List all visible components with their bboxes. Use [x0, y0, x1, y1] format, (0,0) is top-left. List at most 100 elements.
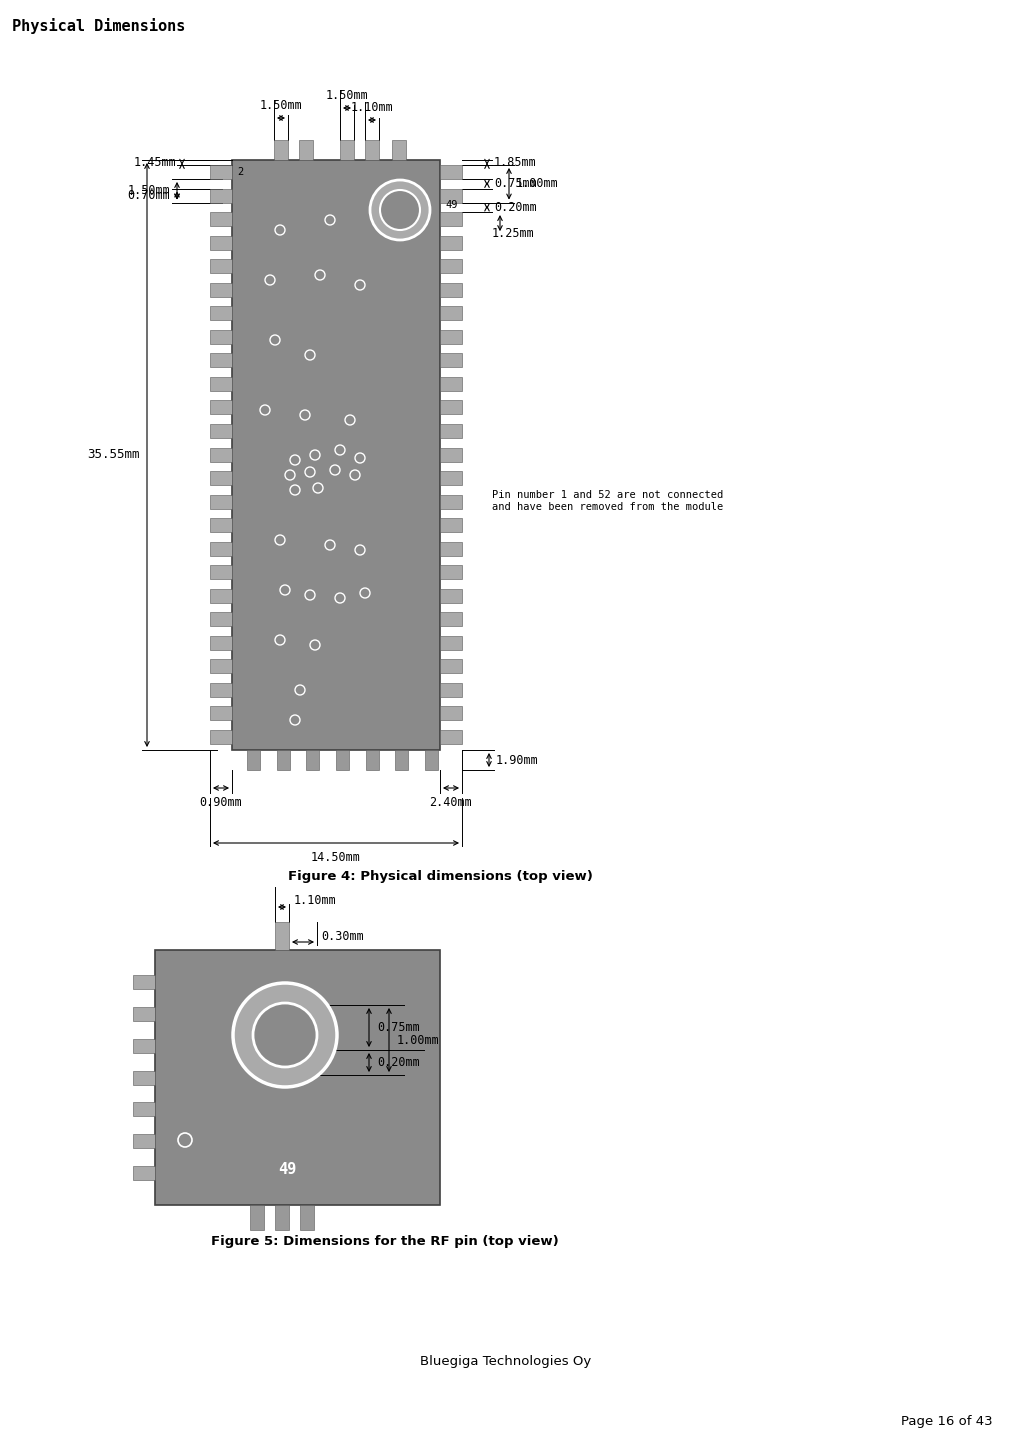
Text: Bluegiga Technologies Oy: Bluegiga Technologies Oy: [420, 1355, 592, 1368]
Bar: [275, 922, 289, 950]
Bar: [440, 448, 462, 461]
Bar: [336, 749, 349, 770]
Bar: [210, 236, 232, 250]
Bar: [210, 471, 232, 485]
Bar: [133, 1135, 155, 1148]
Circle shape: [370, 180, 430, 240]
Bar: [210, 330, 232, 343]
Bar: [440, 471, 462, 485]
Bar: [440, 259, 462, 274]
Bar: [277, 749, 290, 770]
Text: Page 16 of 43: Page 16 of 43: [902, 1416, 993, 1427]
Text: Pin number 1 and 52 are not connected
and have been removed from the module: Pin number 1 and 52 are not connected an…: [492, 490, 723, 512]
Text: 1.10mm: 1.10mm: [350, 100, 393, 113]
Bar: [155, 950, 440, 1205]
Text: 1.25mm: 1.25mm: [492, 227, 535, 240]
Bar: [440, 682, 462, 697]
Bar: [440, 659, 462, 674]
Text: 1.45mm: 1.45mm: [134, 156, 176, 169]
Bar: [440, 730, 462, 744]
Circle shape: [233, 984, 337, 1087]
Bar: [210, 707, 232, 720]
Text: 1.50mm: 1.50mm: [325, 89, 369, 102]
Bar: [133, 1007, 155, 1021]
Text: 0.70mm: 0.70mm: [128, 189, 170, 202]
Text: 0.20mm: 0.20mm: [494, 201, 537, 214]
Text: 1.10mm: 1.10mm: [294, 893, 336, 906]
Text: 1.50mm: 1.50mm: [259, 99, 302, 112]
Bar: [440, 613, 462, 626]
Text: 14.50mm: 14.50mm: [311, 851, 361, 864]
Bar: [440, 707, 462, 720]
Bar: [440, 306, 462, 320]
Text: 1.50mm: 1.50mm: [128, 185, 170, 198]
Text: Figure 4: Physical dimensions (top view): Figure 4: Physical dimensions (top view): [288, 870, 593, 883]
Bar: [210, 306, 232, 320]
Bar: [440, 400, 462, 415]
Bar: [210, 212, 232, 226]
Bar: [440, 377, 462, 391]
Bar: [210, 565, 232, 579]
Bar: [133, 1103, 155, 1116]
Bar: [133, 1039, 155, 1052]
Bar: [300, 1205, 314, 1229]
Text: 0.75mm: 0.75mm: [494, 178, 537, 191]
Bar: [250, 1205, 264, 1229]
Text: 1.90mm: 1.90mm: [496, 754, 539, 767]
Bar: [395, 749, 408, 770]
Bar: [340, 140, 354, 160]
Text: 1.85mm: 1.85mm: [494, 156, 537, 169]
Bar: [440, 565, 462, 579]
Bar: [274, 140, 288, 160]
Text: Figure 5: Dimensions for the RF pin (top view): Figure 5: Dimensions for the RF pin (top…: [211, 1235, 559, 1248]
Bar: [133, 1071, 155, 1084]
Text: 49: 49: [445, 201, 458, 210]
Bar: [440, 518, 462, 533]
Bar: [210, 423, 232, 438]
Bar: [210, 282, 232, 297]
Circle shape: [253, 1002, 317, 1067]
Bar: [366, 749, 379, 770]
Bar: [210, 189, 232, 202]
Bar: [210, 259, 232, 274]
Bar: [210, 613, 232, 626]
Text: 2.40mm: 2.40mm: [430, 796, 472, 809]
Bar: [210, 354, 232, 367]
Bar: [440, 495, 462, 509]
Bar: [210, 377, 232, 391]
Bar: [210, 636, 232, 650]
Bar: [232, 160, 440, 749]
Circle shape: [380, 191, 420, 230]
Bar: [440, 189, 462, 202]
Bar: [425, 749, 438, 770]
Text: 0.75mm: 0.75mm: [377, 1021, 419, 1035]
Bar: [440, 236, 462, 250]
Text: Physical Dimensions: Physical Dimensions: [12, 17, 185, 33]
Bar: [210, 682, 232, 697]
Text: 0.20mm: 0.20mm: [377, 1056, 419, 1069]
Bar: [133, 1165, 155, 1180]
Text: 35.55mm: 35.55mm: [87, 448, 140, 461]
Bar: [440, 589, 462, 602]
Text: 49: 49: [278, 1163, 296, 1177]
Bar: [440, 354, 462, 367]
Bar: [210, 164, 232, 179]
Bar: [392, 140, 406, 160]
Text: 1.00mm: 1.00mm: [516, 178, 559, 191]
Bar: [440, 282, 462, 297]
Bar: [440, 636, 462, 650]
Bar: [210, 518, 232, 533]
Bar: [440, 330, 462, 343]
Text: 0.30mm: 0.30mm: [321, 930, 364, 943]
Bar: [440, 212, 462, 226]
Bar: [210, 730, 232, 744]
Bar: [133, 975, 155, 989]
Bar: [247, 749, 260, 770]
Bar: [440, 423, 462, 438]
Text: 0.90mm: 0.90mm: [200, 796, 242, 809]
Bar: [365, 140, 379, 160]
Bar: [210, 448, 232, 461]
Bar: [440, 541, 462, 556]
Text: 2: 2: [237, 167, 243, 178]
Bar: [299, 140, 313, 160]
